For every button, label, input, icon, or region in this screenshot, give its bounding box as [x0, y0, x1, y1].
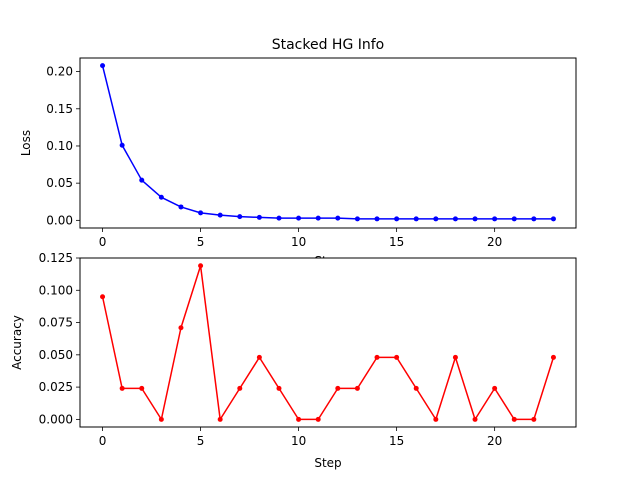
- accuracy-data-point: [158, 416, 164, 422]
- accuracy-y-axis-label: Accuracy: [10, 315, 24, 370]
- loss-data-point: [139, 177, 145, 183]
- loss-y-ticks: 0.00 0.05 0.10 0.15 0.20: [46, 65, 80, 227]
- accuracy-data-point: [296, 416, 302, 422]
- loss-x-tick-label: 20: [487, 235, 502, 249]
- loss-data-point: [217, 212, 223, 218]
- accuracy-y-tick-label: 0.000: [39, 412, 73, 426]
- loss-y-axis-label: Loss: [19, 130, 33, 156]
- loss-data-point: [296, 215, 302, 221]
- accuracy-y-tick-label: 0.050: [39, 348, 73, 362]
- chart-title: Stacked HG Info: [272, 37, 385, 53]
- loss-data-point: [374, 216, 380, 222]
- accuracy-axes-frame: [79, 257, 577, 428]
- loss-data-point: [354, 216, 360, 222]
- accuracy-x-tick-label: 0: [99, 434, 107, 448]
- accuracy-y-ticks: 0.000 0.025 0.050 0.075 0.100 0.125: [39, 251, 80, 426]
- loss-data-point: [472, 216, 478, 222]
- loss-x-tick-label: 5: [197, 235, 205, 249]
- loss-data-point: [119, 142, 125, 148]
- accuracy-x-tick-label: 20: [487, 434, 502, 448]
- accuracy-x-tick-label: 10: [291, 434, 306, 448]
- accuracy-data-point: [256, 354, 262, 360]
- loss-data-point: [550, 216, 556, 222]
- accuracy-data-point: [100, 294, 106, 300]
- accuracy-data-point: [511, 416, 517, 422]
- accuracy-x-ticks: 0 5 10 15 20: [99, 427, 502, 448]
- loss-data-point: [492, 216, 498, 222]
- accuracy-y-tick-label: 0.025: [39, 380, 73, 394]
- loss-series-line: [101, 65, 554, 220]
- accuracy-series-line: [101, 265, 555, 421]
- accuracy-data-point: [374, 354, 380, 360]
- accuracy-data-point: [472, 416, 478, 422]
- accuracy-axes-background: [80, 258, 576, 427]
- accuracy-data-point: [394, 354, 400, 360]
- accuracy-data-point: [139, 385, 145, 391]
- loss-data-point: [511, 216, 517, 222]
- accuracy-data-point: [119, 385, 125, 391]
- accuracy-x-axis-label: Step: [314, 456, 341, 470]
- accuracy-data-point: [550, 354, 556, 360]
- accuracy-y-tick-label: 0.100: [39, 283, 73, 297]
- loss-data-point: [413, 216, 419, 222]
- accuracy-x-tick-label: 15: [389, 434, 404, 448]
- accuracy-data-point: [276, 385, 282, 391]
- accuracy-data-point: [452, 354, 458, 360]
- loss-y-tick-label: 0.15: [46, 102, 73, 116]
- loss-data-point: [198, 210, 204, 216]
- loss-data-point: [276, 215, 282, 221]
- accuracy-data-point: [198, 263, 204, 269]
- loss-data-point: [315, 215, 321, 221]
- loss-data-point: [256, 214, 262, 220]
- accuracy-data-point: [531, 416, 537, 422]
- loss-x-tick-label: 10: [291, 235, 306, 249]
- accuracy-y-tick-label: 0.075: [39, 316, 73, 330]
- loss-y-tick-label: 0.10: [46, 139, 73, 153]
- loss-data-point: [178, 204, 184, 210]
- loss-data-point: [531, 216, 537, 222]
- accuracy-data-point: [315, 416, 321, 422]
- loss-axes-frame: [79, 57, 577, 229]
- loss-y-tick-label: 0.05: [46, 176, 73, 190]
- loss-x-ticks: 0 5 10 15 20: [99, 228, 502, 249]
- accuracy-data-point: [178, 325, 184, 331]
- accuracy-y-tick-label: 0.125: [39, 251, 73, 265]
- loss-subplot: Stacked HG Info 0 5 10 15 20 0.00 0.05 0.10 0.1…: [19, 37, 577, 268]
- accuracy-data-point: [335, 385, 341, 391]
- accuracy-data-point: [492, 385, 498, 391]
- accuracy-data-point: [217, 416, 223, 422]
- accuracy-x-tick-label: 5: [197, 434, 205, 448]
- accuracy-data-point: [237, 385, 243, 391]
- loss-data-point: [237, 214, 243, 220]
- loss-y-tick-label: 0.00: [46, 213, 73, 227]
- loss-plot-area: [100, 63, 556, 222]
- accuracy-data-point: [433, 416, 439, 422]
- loss-data-point: [394, 216, 400, 222]
- loss-x-tick-label: 0: [99, 235, 107, 249]
- loss-y-tick-label: 0.20: [46, 65, 73, 79]
- accuracy-data-point: [354, 385, 360, 391]
- accuracy-subplot: 0 5 10 15 20 0.0000.0250.0500.0750.1000.125 …: [10, 251, 577, 470]
- loss-data-point: [452, 216, 458, 222]
- loss-data-point: [433, 216, 439, 222]
- accuracy-plot-area: [100, 263, 556, 422]
- loss-x-tick-label: 15: [389, 235, 404, 249]
- accuracy-data-point: [413, 385, 419, 391]
- loss-data-point: [335, 215, 341, 221]
- loss-data-point: [100, 63, 106, 69]
- loss-data-point: [158, 194, 164, 200]
